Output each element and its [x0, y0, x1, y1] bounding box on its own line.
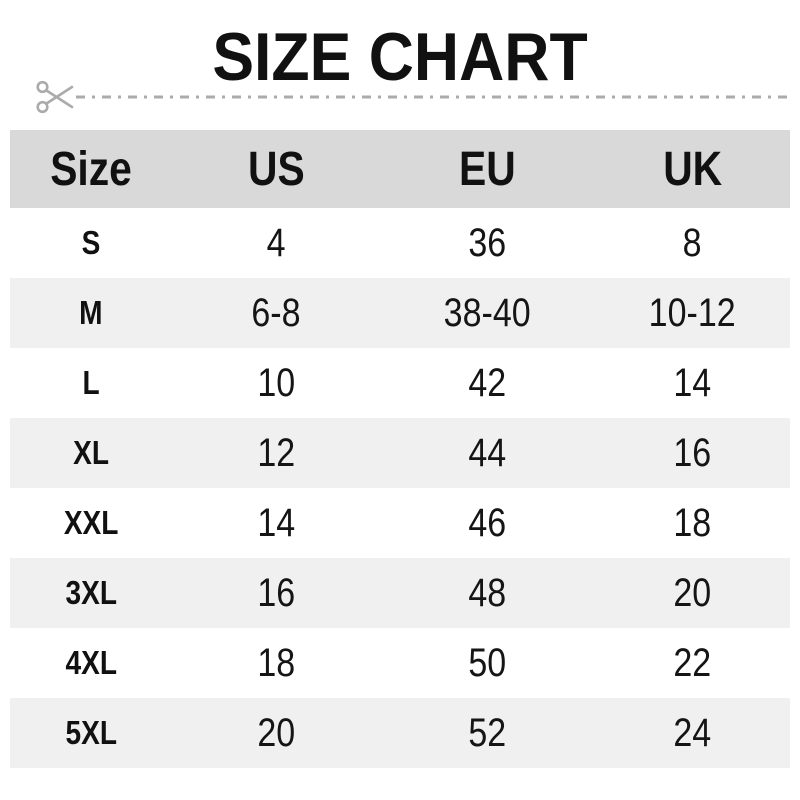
size-value-cell: 48: [380, 558, 595, 628]
size-value-cell: 12: [172, 418, 380, 488]
size-value-cell: 20: [595, 558, 790, 628]
column-header-us-label: US: [247, 142, 305, 196]
size-value: 20: [257, 710, 295, 755]
size-value-cell: 4: [172, 208, 380, 278]
dashed-cut-line: [76, 95, 788, 99]
size-label-cell: M: [10, 278, 172, 348]
table-row: S 4 36 8: [10, 208, 790, 278]
size-value: 18: [257, 640, 295, 685]
size-value: 52: [468, 710, 507, 755]
size-label-cell: 5XL: [10, 698, 172, 768]
size-value-cell: 24: [595, 698, 790, 768]
column-header-size: Size: [10, 130, 172, 208]
table-row: M 6-8 38-40 10-12: [10, 278, 790, 348]
table-header-row: Size US EU UK: [10, 130, 790, 208]
size-label-cell: 4XL: [10, 628, 172, 698]
size-value-cell: 16: [172, 558, 380, 628]
size-label-cell: 3XL: [10, 558, 172, 628]
size-value: 4: [266, 220, 286, 265]
size-value-cell: 16: [595, 418, 790, 488]
size-chart-page: SIZE CHART Size US EU UK S 4 36 8 M 6-8 38-40 1…: [0, 0, 800, 768]
size-label-cell: L: [10, 348, 172, 418]
size-value-cell: 42: [380, 348, 595, 418]
size-value-cell: 50: [380, 628, 595, 698]
size-value: 14: [257, 500, 295, 545]
size-value: 18: [673, 500, 712, 545]
size-value-cell: 18: [172, 628, 380, 698]
size-value-cell: 14: [172, 488, 380, 558]
size-value: 16: [673, 430, 712, 475]
size-label: XL: [73, 434, 109, 471]
size-value: 10: [257, 360, 295, 405]
size-label-cell: XXL: [10, 488, 172, 558]
size-value: 10-12: [649, 290, 736, 335]
size-value: 36: [468, 220, 507, 265]
table-row: XXL 14 46 18: [10, 488, 790, 558]
size-value-cell: 10: [172, 348, 380, 418]
size-value: 38-40: [444, 290, 531, 335]
size-value-cell: 18: [595, 488, 790, 558]
size-label: 3XL: [65, 574, 117, 611]
table-row: L 10 42 14: [10, 348, 790, 418]
size-label: S: [81, 224, 101, 261]
size-value: 8: [683, 220, 702, 265]
size-value: 6-8: [251, 290, 301, 335]
size-label: XXL: [63, 504, 119, 541]
column-header-uk: UK: [595, 130, 790, 208]
size-value: 48: [468, 570, 507, 615]
size-value: 50: [468, 640, 507, 685]
size-value: 42: [468, 360, 507, 405]
size-value-cell: 14: [595, 348, 790, 418]
table-row: 4XL 18 50 22: [10, 628, 790, 698]
size-value: 44: [468, 430, 507, 475]
page-title: SIZE CHART: [0, 0, 800, 94]
scissors-icon: [36, 80, 74, 114]
size-value-cell: 6-8: [172, 278, 380, 348]
column-header-us: US: [172, 130, 380, 208]
column-header-eu: EU: [380, 130, 595, 208]
table-row: XL 12 44 16: [10, 418, 790, 488]
size-value-cell: 8: [595, 208, 790, 278]
size-value: 24: [673, 710, 712, 755]
size-value: 14: [673, 360, 712, 405]
size-value-cell: 46: [380, 488, 595, 558]
size-value: 46: [468, 500, 507, 545]
table-row: 5XL 20 52 24: [10, 698, 790, 768]
table-row: 3XL 16 48 20: [10, 558, 790, 628]
size-label: 5XL: [65, 714, 117, 751]
size-value: 16: [257, 570, 295, 615]
size-label-cell: S: [10, 208, 172, 278]
size-value-cell: 38-40: [380, 278, 595, 348]
size-value-cell: 20: [172, 698, 380, 768]
size-chart-table: Size US EU UK S 4 36 8 M 6-8 38-40 10-12 L 10 42 14…: [10, 130, 790, 768]
table-body: S 4 36 8 M 6-8 38-40 10-12 L 10 42 14 XL 12 44 16 XXL 14 4…: [10, 208, 790, 768]
column-header-size-label: Size: [50, 142, 132, 196]
size-label-cell: XL: [10, 418, 172, 488]
page-title-text: SIZE CHART: [212, 19, 588, 95]
column-header-eu-label: EU: [459, 142, 516, 196]
size-value-cell: 10-12: [595, 278, 790, 348]
size-value: 22: [673, 640, 712, 685]
size-value-cell: 36: [380, 208, 595, 278]
size-value: 20: [673, 570, 712, 615]
cut-line: [36, 74, 788, 120]
size-value-cell: 44: [380, 418, 595, 488]
size-label: 4XL: [65, 644, 117, 681]
size-label: L: [82, 364, 100, 401]
size-value-cell: 22: [595, 628, 790, 698]
size-value: 12: [257, 430, 295, 475]
size-label: M: [79, 294, 103, 331]
size-value-cell: 52: [380, 698, 595, 768]
column-header-uk-label: UK: [663, 142, 722, 196]
